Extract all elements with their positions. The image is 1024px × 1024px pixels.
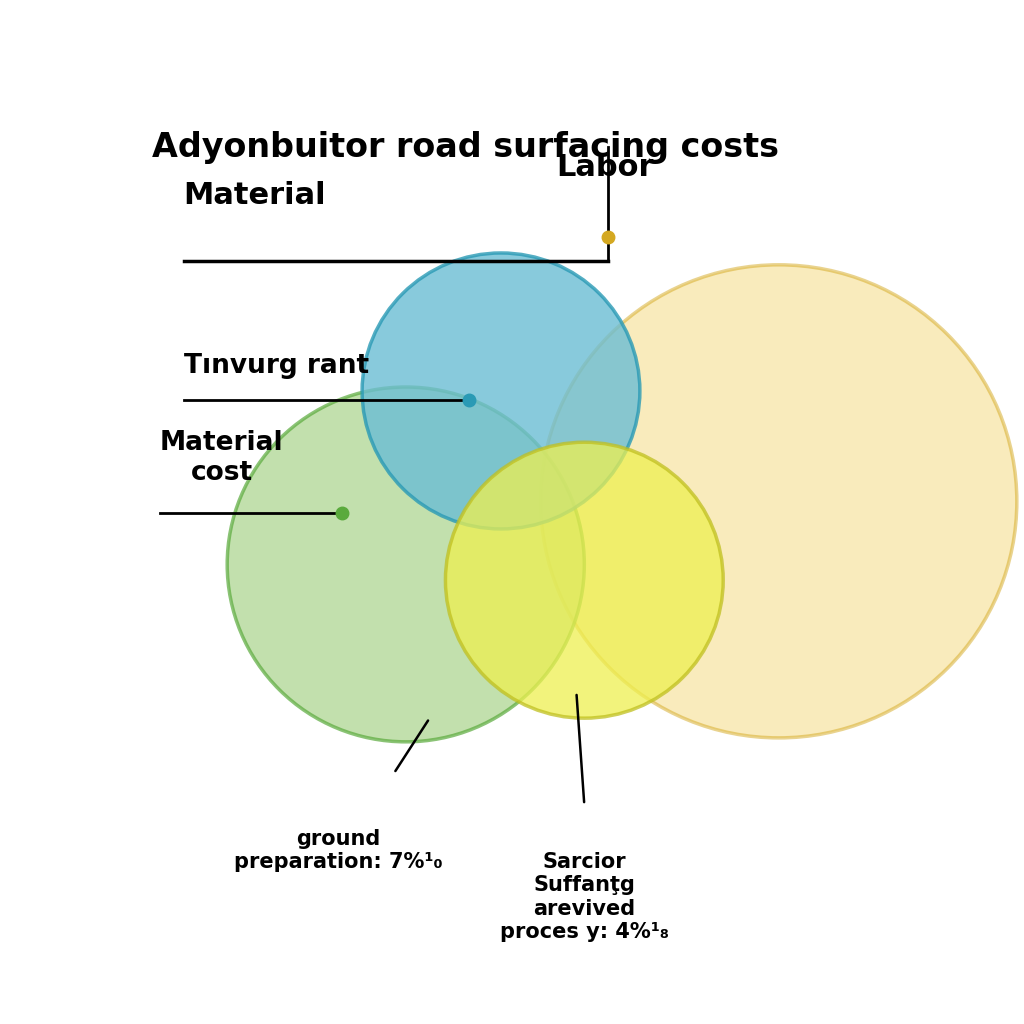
- Text: Adyonbuitor road surfacing costs: Adyonbuitor road surfacing costs: [152, 131, 779, 164]
- Circle shape: [445, 442, 723, 718]
- Text: Material: Material: [183, 180, 327, 210]
- Text: Sarcior
Suffanţg
arevived
proces y: 4%¹₈: Sarcior Suffanţg arevived proces y: 4%¹₈: [500, 852, 669, 942]
- Circle shape: [227, 387, 585, 741]
- Text: Material
cost: Material cost: [160, 430, 284, 485]
- Text: Labor: Labor: [557, 153, 654, 182]
- Circle shape: [541, 265, 1017, 738]
- Circle shape: [362, 253, 640, 529]
- Text: ground
preparation: 7%¹₀: ground preparation: 7%¹₀: [234, 828, 442, 871]
- Text: Tınvurg rant: Tınvurg rant: [183, 353, 369, 379]
